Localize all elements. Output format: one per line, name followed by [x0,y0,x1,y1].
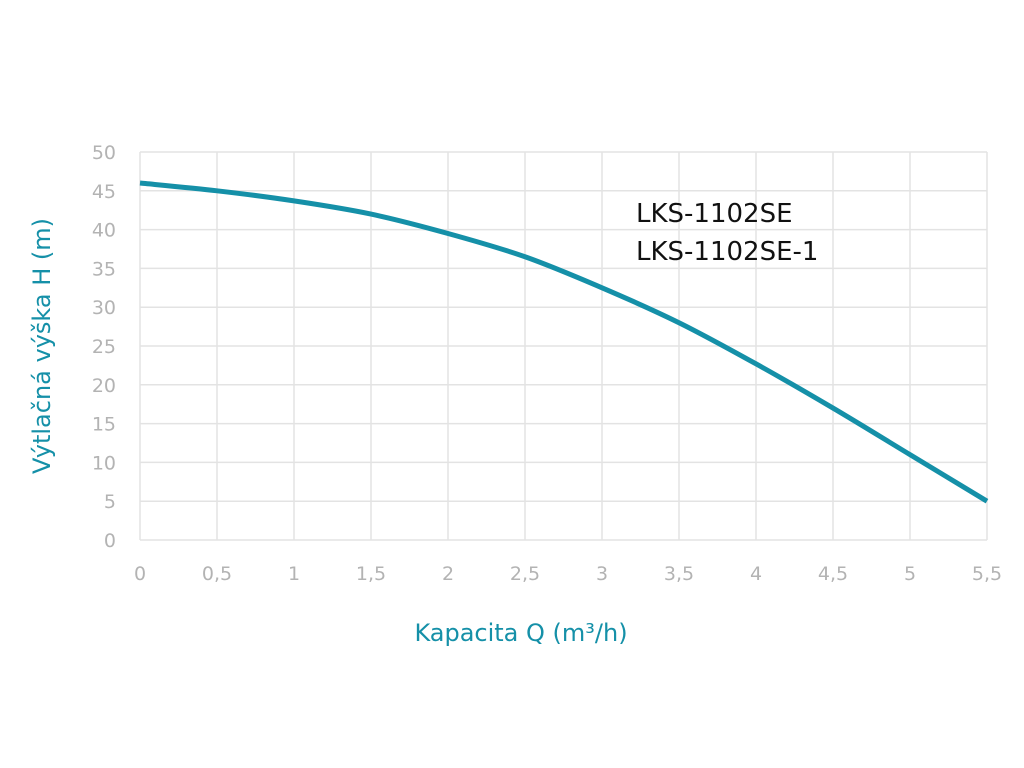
y-axis-title: Výtlačná výška H (m) [28,218,56,474]
y-tick-label: 50 [92,142,116,164]
x-tick-label: 5,5 [972,563,1002,585]
x-tick-label: 1,5 [356,563,386,585]
y-tick-label: 40 [92,220,116,242]
y-tick-label: 25 [92,336,116,358]
x-tick-label: 3,5 [664,563,694,585]
y-axis-ticks: 0 5 10 15 20 25 30 35 40 45 50 [92,142,116,552]
annotation-model-2: LKS-1102SE-1 [636,237,818,267]
y-tick-label: 5 [104,491,116,513]
y-tick-label: 0 [104,530,116,552]
annotation-model-1: LKS-1102SE [636,199,793,229]
series-line [139,180,989,504]
x-tick-label: 0,5 [202,563,232,585]
x-tick-label: 5 [904,563,916,585]
x-tick-label: 1 [288,563,300,585]
y-tick-label: 45 [92,181,116,203]
y-tick-label: 20 [92,375,116,397]
grid [139,151,988,541]
x-tick-label: 4,5 [818,563,848,585]
annotations: LKS-1102SE LKS-1102SE-1 [636,199,818,267]
y-tick-label: 15 [92,414,116,436]
y-tick-label: 10 [92,452,116,474]
x-tick-label: 3 [596,563,608,585]
x-tick-label: 2,5 [510,563,540,585]
x-axis-ticks: 0 0,5 1 1,5 2 2,5 3 3,5 4 4,5 5 5,5 [134,563,1002,585]
x-tick-label: 2 [442,563,454,585]
y-tick-label: 30 [92,297,116,319]
y-tick-label: 35 [92,258,116,280]
series-layer [139,180,989,504]
x-tick-label: 0 [134,563,146,585]
x-axis-title: Kapacita Q (m³/h) [414,619,627,647]
x-tick-label: 4 [750,563,762,585]
